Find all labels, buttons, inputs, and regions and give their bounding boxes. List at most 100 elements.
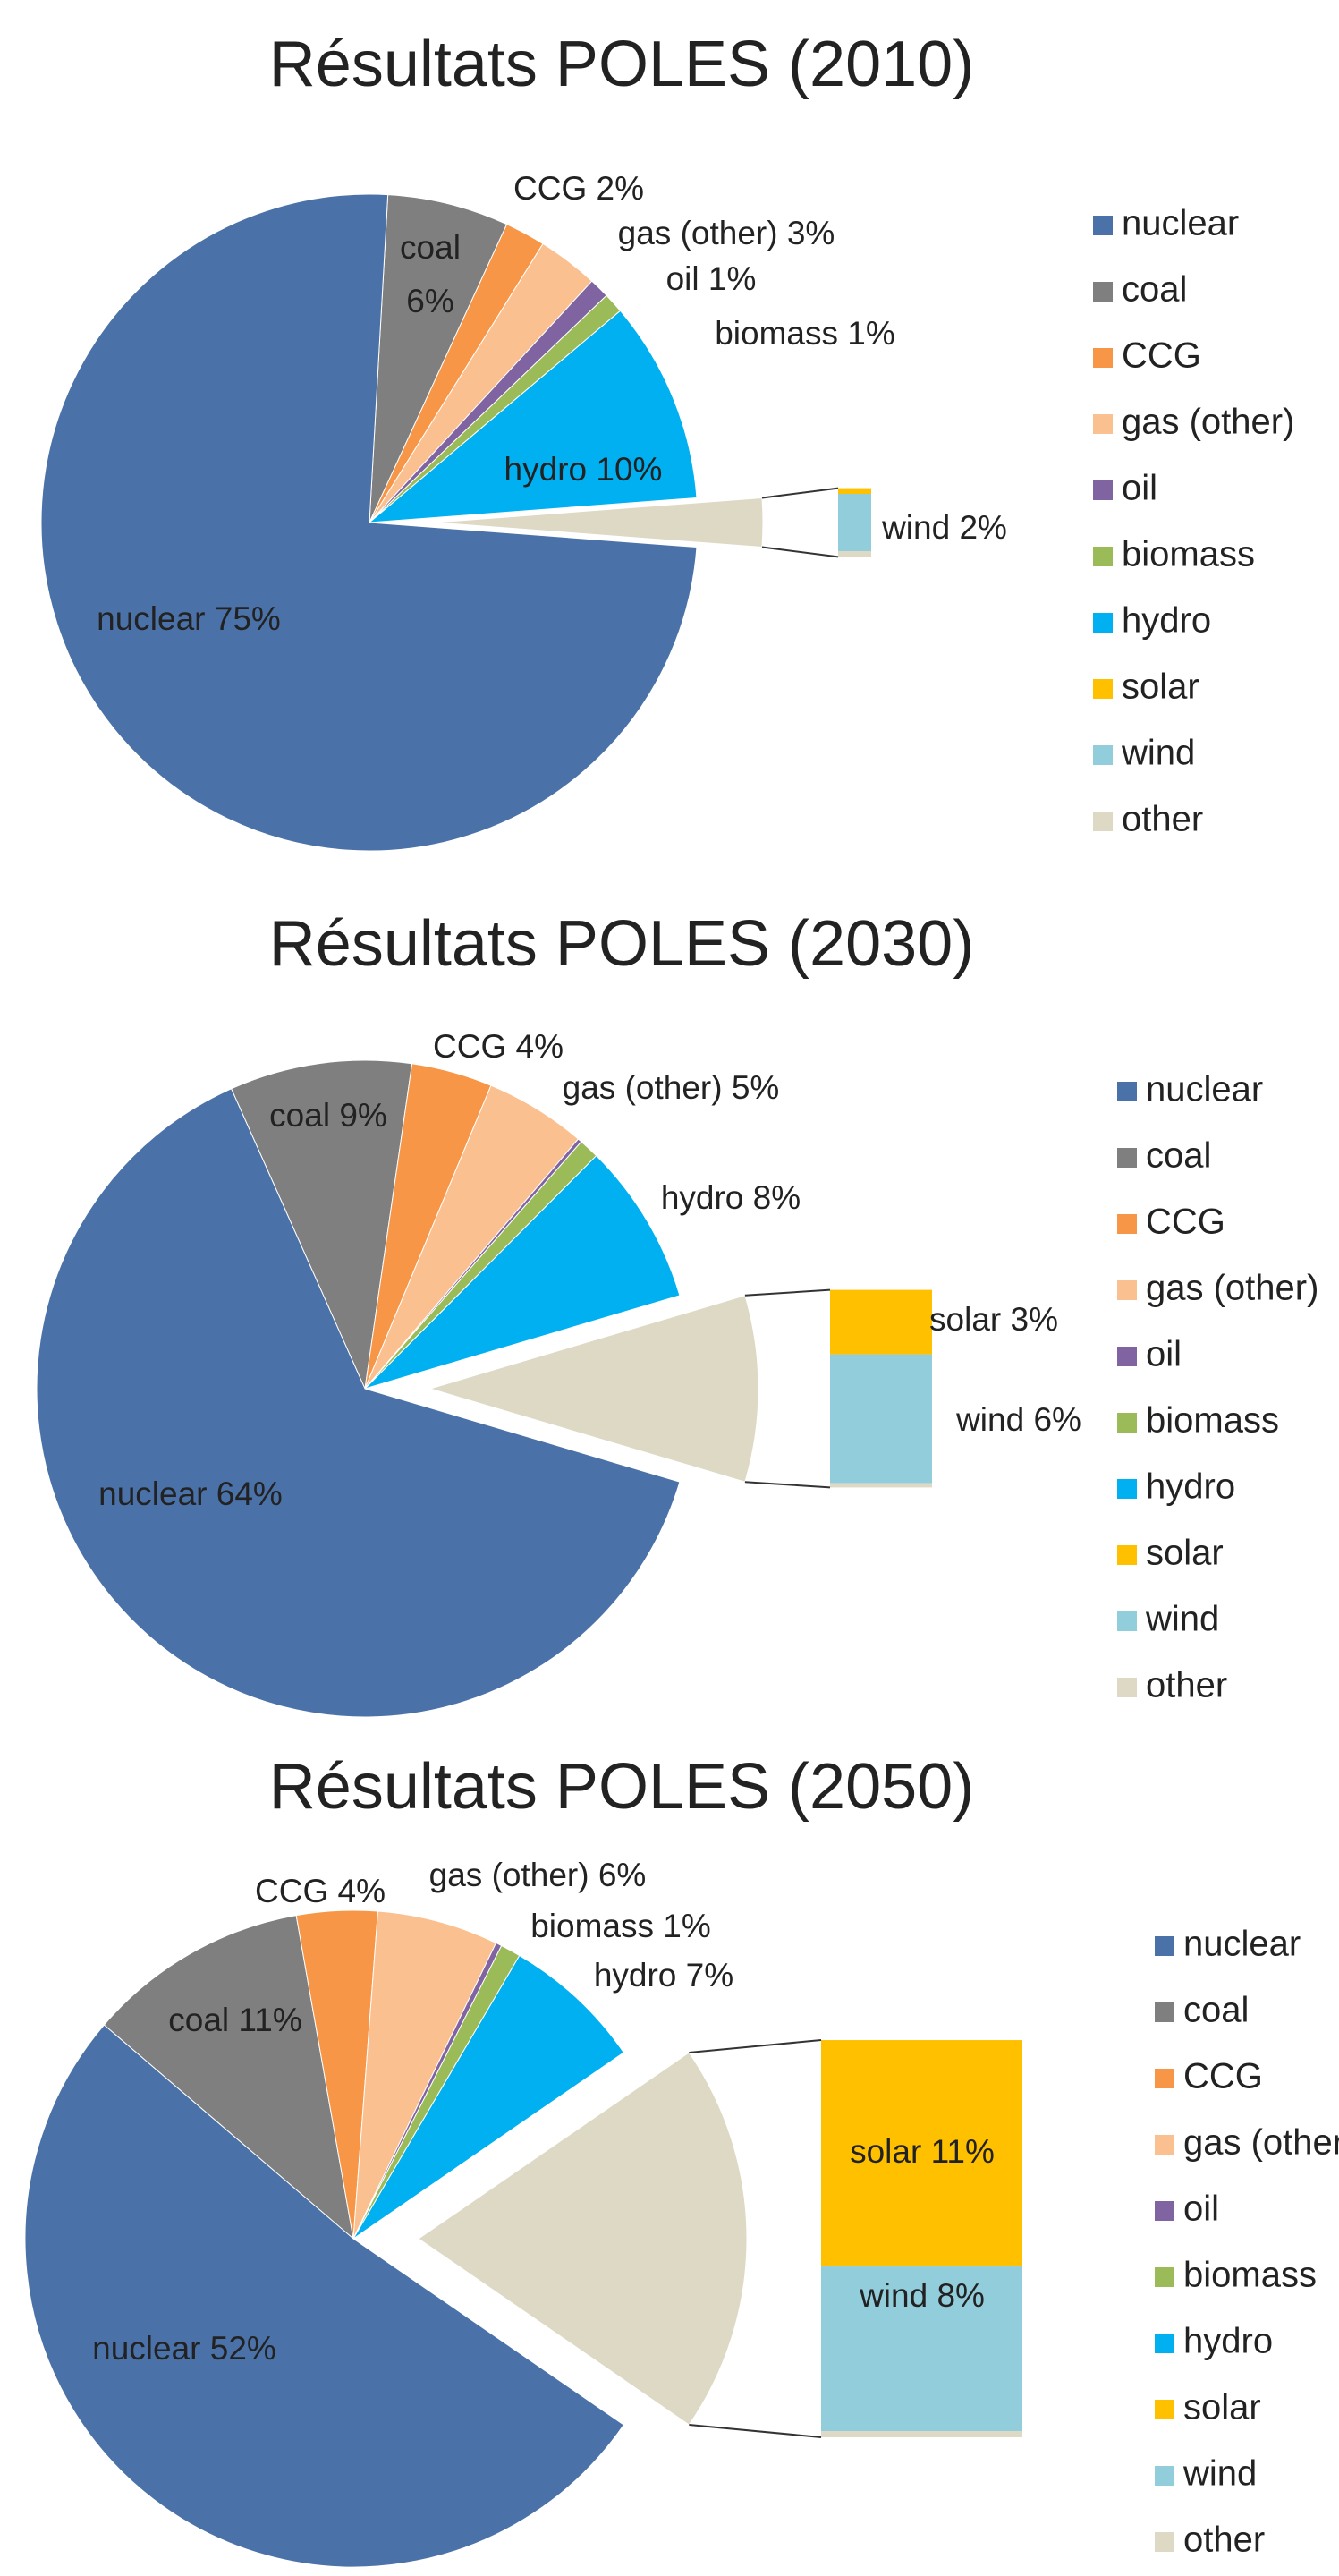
label-value: 52% bbox=[210, 2330, 276, 2367]
legend-label: gas (other) bbox=[1146, 1269, 1318, 1308]
pie-slice-combined bbox=[418, 2052, 748, 2426]
legend-swatch bbox=[1117, 1280, 1137, 1300]
legend-label: coal bbox=[1183, 1991, 1249, 2030]
label-name: biomass bbox=[715, 315, 838, 352]
label-value: 8% bbox=[936, 2277, 984, 2314]
label-value: 10% bbox=[596, 451, 662, 488]
bar-segment bbox=[821, 2266, 1022, 2432]
label-name: oil bbox=[666, 260, 699, 297]
legend-swatch bbox=[1155, 2201, 1174, 2221]
label-name: coal bbox=[400, 229, 461, 266]
data-label: gas (other) 3% bbox=[618, 215, 835, 251]
data-label: wind 8% bbox=[859, 2277, 985, 2314]
label-name: CCG bbox=[255, 1873, 328, 1909]
legend-label: gas (other) bbox=[1183, 2123, 1339, 2163]
pie-slice bbox=[24, 2024, 625, 2568]
label-name: gas (other) bbox=[563, 1069, 723, 1106]
pie-slice bbox=[40, 193, 698, 852]
legend-label: biomass bbox=[1122, 535, 1255, 574]
legend-label: wind bbox=[1121, 734, 1195, 773]
legend-swatch bbox=[1117, 1347, 1137, 1366]
legend-swatch bbox=[1093, 547, 1113, 566]
legend-label: solar bbox=[1183, 2388, 1261, 2427]
data-label: coal 6% bbox=[400, 229, 461, 319]
data-label: coal 9% bbox=[269, 1097, 387, 1134]
legend-label: wind bbox=[1145, 1600, 1219, 1639]
legend-swatch bbox=[1155, 2466, 1174, 2486]
bar-segment bbox=[838, 494, 871, 551]
data-label: gas (other) 5% bbox=[563, 1069, 780, 1106]
label-value: 7% bbox=[686, 1957, 733, 1994]
label-value: 1% bbox=[663, 1908, 710, 1944]
data-label: CCG 2% bbox=[513, 170, 644, 207]
legend-swatch bbox=[1093, 282, 1113, 302]
label-name: gas (other) bbox=[618, 215, 778, 251]
label-value: 2% bbox=[597, 170, 644, 207]
pie-slice bbox=[352, 1954, 625, 2240]
label-name: wind bbox=[881, 509, 950, 546]
label-value: 11% bbox=[931, 2133, 995, 2170]
label-value: 3% bbox=[787, 215, 835, 251]
bar-segment bbox=[838, 551, 871, 557]
label-name: hydro bbox=[504, 451, 588, 488]
label-name: CCG bbox=[513, 170, 587, 207]
connector bbox=[689, 2039, 822, 2053]
bar-segment bbox=[830, 1289, 932, 1355]
bar-segment bbox=[838, 488, 871, 494]
legend-swatch bbox=[1117, 1479, 1137, 1499]
pie-slice bbox=[368, 310, 698, 523]
label-value: 64% bbox=[216, 1475, 283, 1512]
data-label: wind 2% bbox=[881, 509, 1007, 546]
pie-slice-combined bbox=[434, 497, 764, 548]
label-name: coal bbox=[269, 1097, 330, 1134]
label-value: 1% bbox=[708, 260, 756, 297]
legend-label: nuclear bbox=[1146, 1070, 1263, 1109]
legend-swatch bbox=[1093, 745, 1113, 765]
label-name: nuclear bbox=[98, 1475, 207, 1512]
legend-label: gas (other) bbox=[1122, 403, 1294, 442]
legend-swatch bbox=[1155, 2069, 1174, 2088]
label-value: 11% bbox=[238, 2002, 301, 2038]
legend-label: coal bbox=[1146, 1136, 1211, 1176]
legend-label: oil bbox=[1122, 469, 1157, 508]
legend-label: hydro bbox=[1146, 1467, 1235, 1507]
label-value: 8% bbox=[753, 1179, 801, 1216]
legend-label: CCG bbox=[1146, 1203, 1225, 1242]
label-value: 2% bbox=[959, 509, 1006, 546]
pie-slice bbox=[369, 194, 508, 523]
legend-swatch bbox=[1117, 1082, 1137, 1101]
data-label: CCG 4% bbox=[255, 1873, 386, 1909]
legend-swatch bbox=[1155, 2267, 1174, 2287]
label-value: 3% bbox=[1011, 1301, 1058, 1338]
label-value: 4% bbox=[516, 1028, 564, 1065]
label-value: 6% bbox=[406, 283, 453, 319]
data-label: coal 11% bbox=[168, 2002, 301, 2038]
data-label: hydro 8% bbox=[661, 1179, 801, 1216]
legend-label: coal bbox=[1122, 270, 1187, 310]
legend-label: wind bbox=[1182, 2454, 1257, 2494]
legend-swatch bbox=[1093, 480, 1113, 500]
legend-label: other bbox=[1146, 1666, 1227, 1705]
legend-swatch bbox=[1117, 1214, 1137, 1234]
label-name: nuclear bbox=[97, 600, 205, 637]
legend-swatch bbox=[1155, 2334, 1174, 2353]
pie-slice bbox=[364, 1154, 681, 1390]
data-label: nuclear 52% bbox=[92, 2330, 276, 2367]
legend-swatch bbox=[1117, 1148, 1137, 1168]
label-value: 4% bbox=[338, 1873, 386, 1909]
label-name: solar bbox=[850, 2133, 921, 2170]
pie-slice bbox=[36, 1088, 681, 1718]
label-value: 1% bbox=[847, 315, 894, 352]
label-name: biomass bbox=[530, 1908, 654, 1944]
legend-label: oil bbox=[1183, 2189, 1219, 2229]
data-label: hydro 10% bbox=[504, 451, 663, 488]
legend-label: nuclear bbox=[1122, 204, 1239, 243]
data-label: nuclear 75% bbox=[97, 600, 281, 637]
legend-label: nuclear bbox=[1183, 1925, 1301, 1964]
chart-title: Résultats POLES (2050) bbox=[269, 1751, 974, 1823]
data-label: biomass 1% bbox=[530, 1908, 711, 1944]
legend-label: CCG bbox=[1183, 2057, 1263, 2096]
legend-label: hydro bbox=[1183, 2322, 1273, 2361]
data-label: wind 6% bbox=[955, 1401, 1081, 1438]
legend-label: solar bbox=[1122, 667, 1199, 707]
